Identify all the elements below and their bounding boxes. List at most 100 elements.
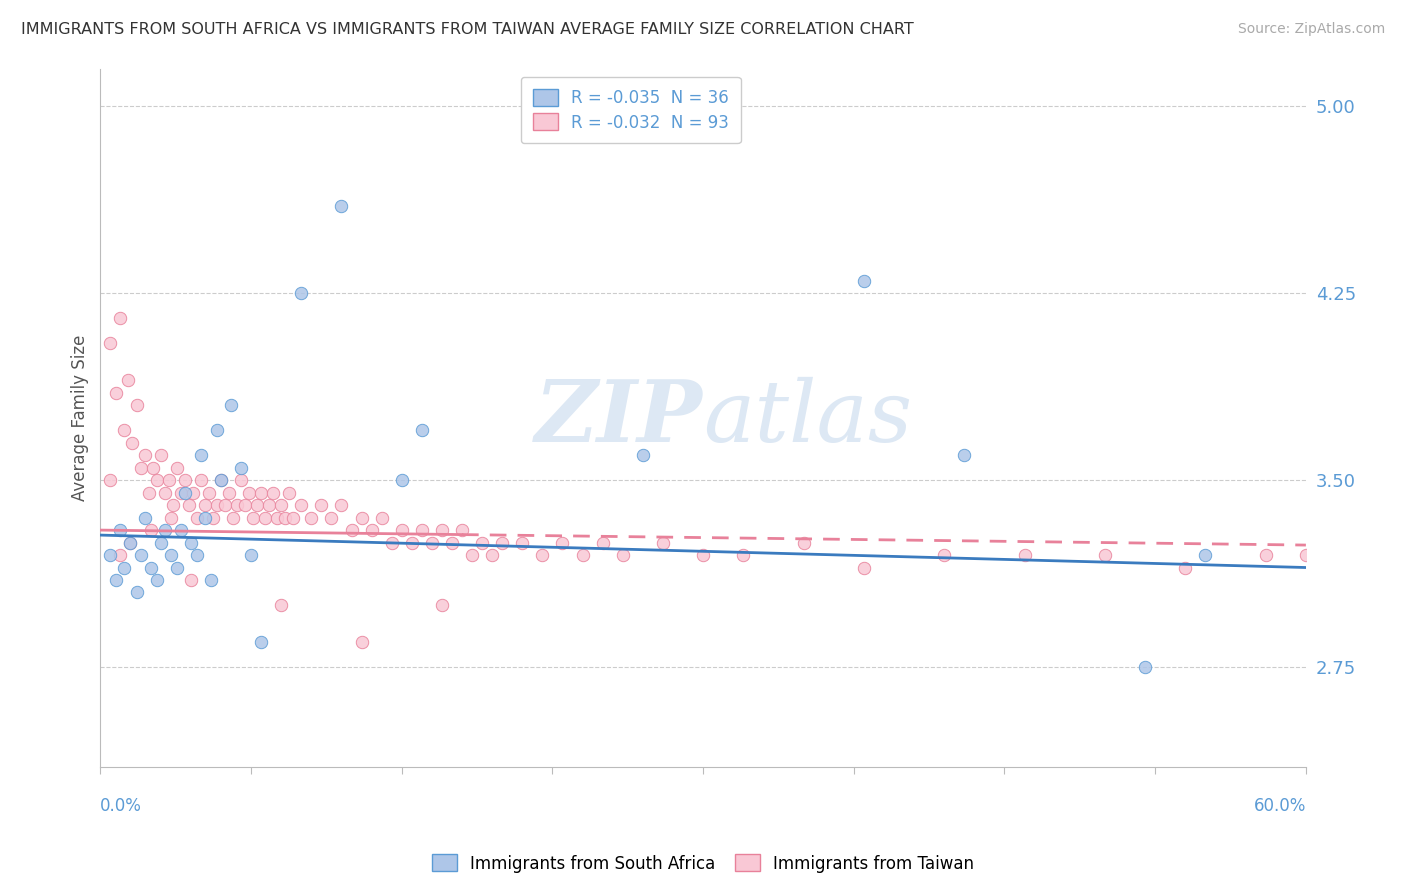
Point — [190, 448, 212, 462]
Point — [430, 523, 453, 537]
Point — [531, 548, 554, 562]
Point — [270, 598, 292, 612]
Point — [321, 510, 343, 524]
Point — [233, 498, 256, 512]
Point — [170, 523, 193, 537]
Point — [491, 535, 513, 549]
Point — [145, 473, 167, 487]
Y-axis label: Average Family Size: Average Family Size — [72, 334, 89, 501]
Point — [205, 423, 228, 437]
Point — [125, 585, 148, 599]
Point — [222, 510, 245, 524]
Point — [229, 473, 252, 487]
Point — [934, 548, 956, 562]
Point — [120, 535, 142, 549]
Point — [153, 523, 176, 537]
Point — [121, 435, 143, 450]
Point — [411, 523, 433, 537]
Point — [240, 548, 263, 562]
Point — [391, 523, 413, 537]
Point — [114, 423, 136, 437]
Text: atlas: atlas — [703, 376, 912, 459]
Point — [381, 535, 404, 549]
Point — [110, 311, 132, 326]
Point — [278, 485, 301, 500]
Point — [139, 560, 162, 574]
Point — [120, 535, 142, 549]
Point — [1295, 548, 1317, 562]
Legend: Immigrants from South Africa, Immigrants from Taiwan: Immigrants from South Africa, Immigrants… — [425, 847, 981, 880]
Text: IMMIGRANTS FROM SOUTH AFRICA VS IMMIGRANTS FROM TAIWAN AVERAGE FAMILY SIZE CORRE: IMMIGRANTS FROM SOUTH AFRICA VS IMMIGRAN… — [21, 22, 914, 37]
Point — [100, 473, 122, 487]
Point — [173, 485, 195, 500]
Point — [100, 548, 122, 562]
Point — [181, 485, 204, 500]
Point — [166, 560, 188, 574]
Point — [350, 510, 373, 524]
Point — [117, 373, 139, 387]
Point — [430, 598, 453, 612]
Point — [218, 485, 240, 500]
Point — [1014, 548, 1036, 562]
Point — [370, 510, 392, 524]
Point — [311, 498, 333, 512]
Point — [631, 448, 654, 462]
Point — [105, 385, 128, 400]
Point — [229, 460, 252, 475]
Point — [411, 423, 433, 437]
Point — [592, 535, 614, 549]
Point — [105, 573, 128, 587]
Point — [214, 498, 236, 512]
Point — [451, 523, 474, 537]
Point — [852, 274, 875, 288]
Point — [852, 560, 875, 574]
Point — [219, 398, 242, 412]
Point — [330, 498, 353, 512]
Point — [242, 510, 264, 524]
Point — [391, 473, 413, 487]
Point — [350, 635, 373, 649]
Point — [145, 573, 167, 587]
Point — [481, 548, 503, 562]
Point — [360, 523, 382, 537]
Point — [1254, 548, 1277, 562]
Point — [330, 199, 353, 213]
Point — [1174, 560, 1197, 574]
Point — [138, 485, 160, 500]
Point — [238, 485, 260, 500]
Point — [262, 485, 284, 500]
Point — [257, 498, 280, 512]
Point — [186, 548, 208, 562]
Point — [153, 485, 176, 500]
Point — [134, 448, 156, 462]
Point — [1194, 548, 1216, 562]
Point — [162, 498, 184, 512]
Point — [461, 548, 484, 562]
Point — [142, 460, 165, 475]
Point — [194, 510, 217, 524]
Point — [290, 498, 312, 512]
Point — [134, 510, 156, 524]
Point — [254, 510, 277, 524]
Point — [692, 548, 714, 562]
Point — [274, 510, 297, 524]
Point — [129, 548, 152, 562]
Point — [471, 535, 494, 549]
Point — [166, 460, 188, 475]
Point — [571, 548, 593, 562]
Point — [186, 510, 208, 524]
Point — [209, 473, 232, 487]
Point — [159, 548, 181, 562]
Point — [246, 498, 269, 512]
Point — [100, 335, 122, 350]
Point — [159, 510, 181, 524]
Point — [953, 448, 976, 462]
Point — [1094, 548, 1116, 562]
Point — [198, 485, 221, 500]
Point — [149, 535, 172, 549]
Point — [173, 473, 195, 487]
Point — [170, 485, 193, 500]
Point — [551, 535, 574, 549]
Point — [652, 535, 675, 549]
Point — [420, 535, 443, 549]
